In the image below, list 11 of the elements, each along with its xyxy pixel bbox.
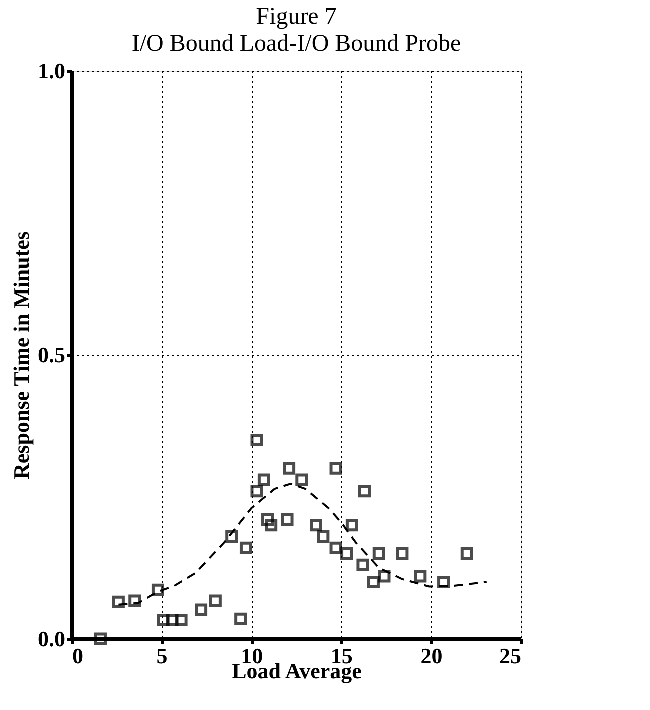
x-tick-label: 5 [156, 644, 168, 668]
y-tick-label: 0.0 [38, 626, 66, 652]
x-tick-label: 25 [500, 644, 522, 668]
y-tick-label: 0.5 [38, 342, 66, 368]
x-tick-label: 0 [72, 644, 84, 668]
chart-subtitle: I/O Bound Load-I/O Bound Probe [132, 31, 462, 57]
chart-title: Figure 7 [256, 4, 337, 30]
y-tick-label: 1.0 [38, 58, 66, 84]
y-axis-title: Response Time in Minutes [9, 231, 34, 480]
x-tick-label: 15 [330, 644, 353, 668]
x-tick-label: 20 [420, 644, 443, 668]
